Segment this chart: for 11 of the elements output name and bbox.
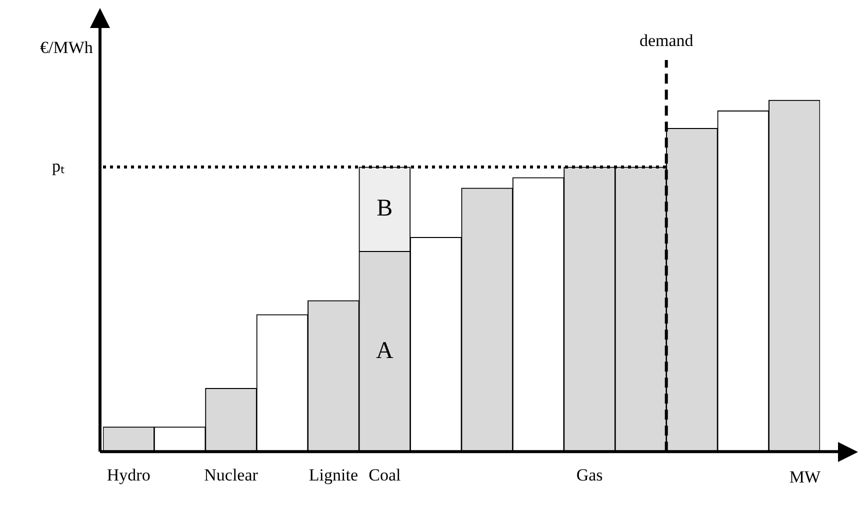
annotation: A <box>376 338 394 364</box>
text: demand <box>639 30 694 50</box>
x-tick-label: Nuclear <box>204 465 258 484</box>
x-tick-label: Gas <box>576 465 603 484</box>
x-tick-label: Lignite <box>308 465 358 484</box>
x-tick-label: Hydro <box>106 465 150 484</box>
ref-line-label: pₜ <box>52 156 64 176</box>
y-axis-title: €/MWh <box>40 38 94 57</box>
x-tick-label: Coal <box>368 465 402 484</box>
x-axis-title: MW <box>789 468 822 487</box>
annotation: B <box>376 195 393 222</box>
